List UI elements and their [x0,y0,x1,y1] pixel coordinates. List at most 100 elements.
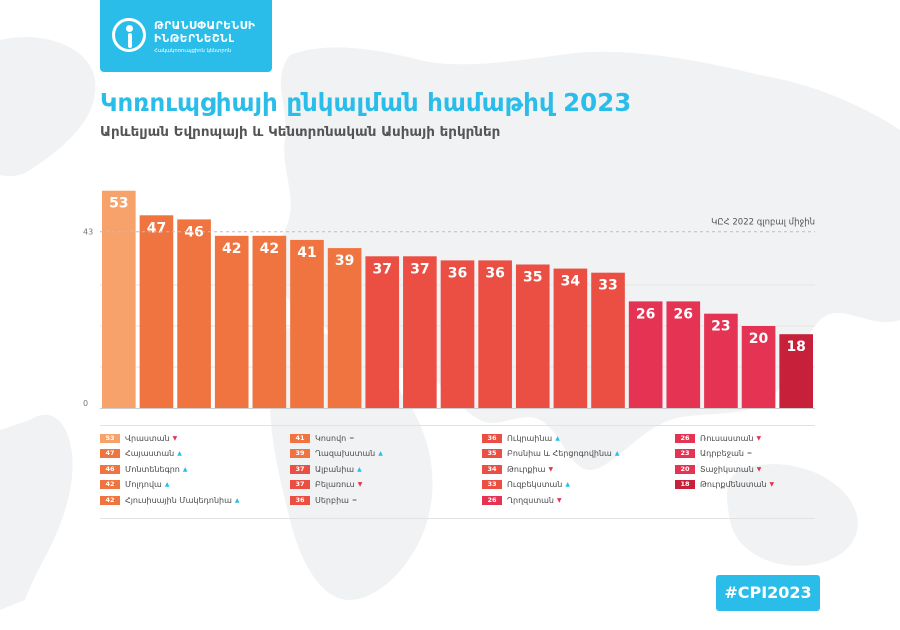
trend-up-icon: ▲ [234,496,240,504]
legend-item: 33 Ուզբեկստան ▲ [482,478,570,492]
bar-value-label-9: 37 [410,261,429,277]
legend-item: 36 Ուկրաինա ▲ [482,431,560,445]
bar-value-label-2: 47 [147,220,166,236]
legend-item: 53 Վրաստան ▼ [100,431,177,445]
legend-country-name: Վրաստան [125,433,170,443]
logo-person-icon [112,18,146,52]
trend-up-icon: ▲ [357,465,362,473]
legend-country-name: Ուկրաինա [507,433,553,443]
reference-line-label: ԿԸՀ 2022 գլոբալ միջին [711,218,815,228]
bar-value-label-12: 35 [523,270,542,286]
trend-up-icon: ▲ [565,481,570,488]
logo: ԹՐԱՆՍՓԱՐԵՆՍԻ ԻՆԹԵՐՆԵՇՆԼ Հակակոռուպցիոն կ… [100,0,272,72]
trend-down-icon: ▼ [548,465,554,473]
bar-value-label-16: 26 [674,306,693,322]
trend-equal-icon: = [747,450,753,457]
legend-country-name: Ալբանիա [315,464,355,474]
bar-13 [553,268,588,408]
bar-value-label-7: 39 [335,253,354,269]
bar-9 [403,256,437,408]
legend-score-swatch: 47 [100,449,120,458]
trend-equal-icon: = [351,496,357,504]
trend-down-icon: ▼ [756,434,762,442]
legend-score-swatch: 33 [482,480,502,489]
bar-1 [102,190,136,408]
legend-country-name: Ադրբեջան [700,449,744,458]
bar-value-label-15: 26 [636,306,655,322]
legend-score-swatch: 36 [482,433,502,443]
legend-item: 42 Մոլդովա ▲ [100,478,169,492]
bar-value-label-13: 34 [561,274,581,290]
legend-score-swatch: 26 [675,433,695,443]
bar-15 [628,301,663,408]
legend-country-name: Հյուսիսային Մակեդոնիա [125,495,232,505]
trend-up-icon: ▲ [177,450,182,457]
legend-country-name: Ղազախստան [315,449,376,458]
bar-value-label-3: 46 [184,224,203,240]
trend-down-icon: ▼ [172,434,178,442]
bar-5 [252,235,287,408]
trend-down-icon: ▼ [357,481,363,488]
bar-value-label-4: 42 [222,241,241,257]
legend-country-name: Ուզբեկստան [507,480,563,489]
legend-country-name: Ռուսաստան [700,433,754,443]
bar-2 [139,215,174,408]
bar-8 [365,256,400,408]
bar-value-label-8: 37 [372,261,391,277]
legend-score-swatch: 53 [100,433,120,443]
page-title: Կոռուպցիայի ընկալման համաթիվ 2023 [100,88,632,117]
bar-value-label-10: 36 [448,265,467,281]
legend-score-swatch: 23 [675,449,695,458]
trend-equal-icon: = [349,434,355,442]
legend-item: 20 Տաջիկստան ▼ [675,462,761,476]
bar-12 [515,264,550,408]
y-tick-label-0: 0 [83,399,88,408]
legend-item: 26 Ռուսաստան ▼ [675,431,761,445]
bar-value-label-1: 53 [109,196,128,212]
legend-score-swatch: 42 [100,480,120,489]
legend-item: 23 Ադրբեջան = [675,447,752,461]
bar-16 [666,301,701,408]
logo-org-name-line1: ԹՐԱՆՍՓԱՐԵՆՍԻ [154,20,256,32]
legend-item: 41 Կոսովո = [290,431,354,445]
trend-up-icon: ▲ [164,481,170,488]
bar-17 [704,313,738,408]
bar-value-label-17: 23 [711,319,730,335]
legend-score-swatch: 26 [482,495,502,505]
legend-score-swatch: 34 [482,464,502,474]
bar-value-label-14: 33 [598,278,617,294]
legend-score-swatch: 35 [482,449,502,458]
legend-item: 37 Բելառուս ▼ [290,478,362,492]
trend-up-icon: ▲ [182,465,188,473]
legend-item: 35 Բոսնիա և Հերցոգովինա ▲ [482,447,619,461]
bar-18 [741,326,776,408]
trend-down-icon: ▼ [756,465,762,473]
legend-score-swatch: 42 [100,495,120,505]
bar-19 [779,334,813,408]
legend-item: 46 Մոնտենեգրո ▲ [100,462,188,476]
bar-6 [290,239,324,408]
legend-country-name: Սերբիա [315,495,349,505]
legend-item: 26 Ղրղզստան ▼ [482,493,562,507]
bar-value-label-11: 36 [485,265,504,281]
bar-7 [327,248,362,408]
legend-country-name: Թուրքիա [507,464,546,474]
bar-4 [214,235,249,408]
page-subtitle: Արևելյան Եվրոպայի և Կենտրոնական Ասիայի ե… [100,124,501,140]
legend-score-swatch: 37 [290,464,310,474]
legend-item: 34 Թուրքիա ▼ [482,462,553,476]
legend-item: 36 Սերբիա = [290,493,357,507]
legend-country-name: Ղրղզստան [507,495,554,505]
bar-value-label-19: 18 [786,339,805,355]
legend-item: 42 Հյուսիսային Մակեդոնիա ▲ [100,493,240,507]
bar-value-label-18: 20 [749,331,769,347]
legend-separator-1 [100,425,815,426]
legend-country-name: Մոնտենեգրո [125,464,180,474]
bar-11 [478,260,512,408]
legend-score-swatch: 37 [290,480,310,489]
hashtag-badge: #CPI2023 [716,575,820,611]
trend-up-icon: ▲ [378,450,383,457]
legend-item: 47 Հայաստան ▲ [100,447,182,461]
legend-score-swatch: 20 [675,464,695,474]
